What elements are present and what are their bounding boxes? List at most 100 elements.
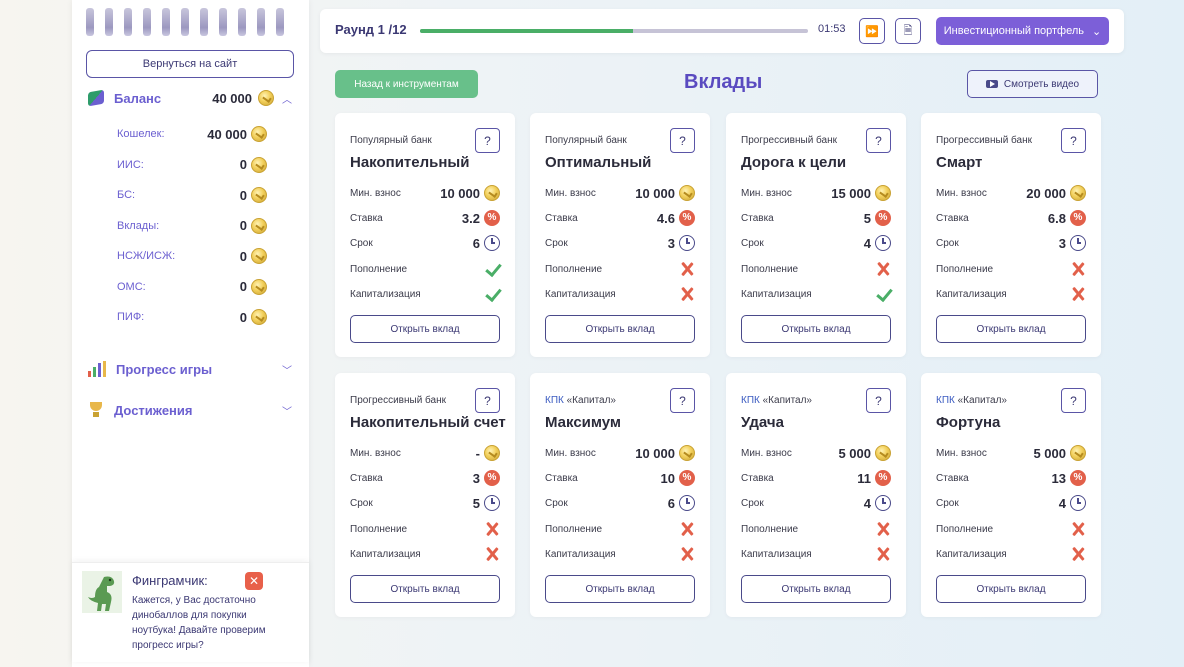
clock-icon	[875, 495, 891, 511]
cross-icon	[679, 521, 695, 537]
rate-label: Ставка	[350, 472, 383, 484]
help-button[interactable]: ?	[866, 388, 891, 413]
fast-forward-button[interactable]: ⏩	[859, 18, 885, 44]
capitalization-label: Капитализация	[545, 288, 616, 300]
balance-item-label: НСЖ/ИСЖ:	[117, 250, 176, 262]
open-deposit-button[interactable]: Открыть вклад	[350, 315, 500, 343]
help-button[interactable]: ?	[475, 128, 500, 153]
bank-name: КПК «Капитал»	[936, 395, 1007, 406]
game-topbar: Раунд 1 /12 01:53 ⏩ 🗎 Инвестиционный пор…	[320, 9, 1124, 53]
capitalization-row: Капитализация	[741, 284, 891, 304]
term-row: Срок 5	[350, 493, 500, 513]
open-deposit-button[interactable]: Открыть вклад	[741, 315, 891, 343]
replenishment-label: Пополнение	[545, 263, 603, 275]
balance-item-value: 0	[239, 248, 247, 264]
document-icon: 🗎	[903, 24, 913, 37]
open-deposit-button[interactable]: Открыть вклад	[545, 575, 695, 603]
cross-icon	[679, 261, 695, 277]
bank-prefix: КПК	[545, 395, 564, 406]
min-deposit-row: Мин. взнос 20 000	[936, 183, 1086, 203]
min-deposit-row: Мин. взнос 15 000	[741, 183, 891, 203]
document-button[interactable]: 🗎	[895, 18, 921, 44]
rate-row: Ставка 13%	[936, 468, 1086, 488]
open-deposit-button[interactable]: Открыть вклад	[741, 575, 891, 603]
replenishment-row: Пополнение	[741, 259, 891, 279]
capitalization-row: Капитализация	[545, 284, 695, 304]
bank-label: Популярный банк	[350, 135, 432, 146]
chart-bars-icon	[88, 361, 106, 377]
term-label: Срок	[350, 237, 373, 249]
cross-icon	[1070, 261, 1086, 277]
term-value: 4	[1058, 495, 1066, 511]
help-button[interactable]: ?	[475, 388, 500, 413]
bank-label: Популярный банк	[545, 135, 627, 146]
bank-name: Популярный банк	[350, 135, 432, 146]
replenishment-label: Пополнение	[936, 523, 994, 535]
open-deposit-button[interactable]: Открыть вклад	[936, 575, 1086, 603]
bank-name: Прогрессивный банк	[936, 135, 1032, 146]
cross-icon	[679, 286, 695, 302]
rate-value: 11	[857, 470, 871, 486]
back-to-tools-button[interactable]: Назад к инструментам	[335, 70, 478, 98]
deposit-name: Накопительный	[350, 154, 470, 171]
bank-label: «Капитал»	[563, 395, 616, 406]
replenishment-row: Пополнение	[741, 519, 891, 539]
capitalization-label: Капитализация	[545, 548, 616, 560]
term-value: 6	[667, 495, 675, 511]
min-deposit-row: Мин. взнос -	[350, 443, 500, 463]
replenishment-label: Пополнение	[350, 523, 408, 535]
rate-value: 13	[1051, 470, 1066, 486]
watch-video-button[interactable]: Смотреть видео	[967, 70, 1098, 98]
coin-icon	[251, 156, 267, 173]
clock-icon	[679, 495, 695, 511]
rate-row: Ставка 5%	[741, 208, 891, 228]
balance-item-label: ИИС:	[117, 158, 144, 171]
help-button[interactable]: ?	[670, 128, 695, 153]
min-deposit-value: 10 000	[635, 445, 675, 461]
replenishment-label: Пополнение	[741, 263, 799, 275]
clock-icon	[1070, 235, 1086, 251]
deposit-card: Популярный банк? Накопительный Мин. взнос 1…	[335, 113, 515, 357]
coin-icon	[679, 445, 695, 461]
rate-label: Ставка	[936, 212, 969, 224]
term-label: Срок	[350, 497, 373, 509]
check-icon	[875, 286, 891, 302]
open-deposit-button[interactable]: Открыть вклад	[936, 315, 1086, 343]
min-deposit-label: Мин. взнос	[741, 447, 792, 459]
help-button[interactable]: ?	[1061, 388, 1086, 413]
timer: 01:53	[818, 23, 846, 35]
balance-item: Кошелек: 40 000	[117, 124, 267, 144]
min-deposit-value: 5 000	[1033, 445, 1066, 461]
progress-toggle[interactable]: Прогресс игры ﹀	[88, 359, 292, 379]
open-deposit-button[interactable]: Открыть вклад	[545, 315, 695, 343]
deposit-name: Накопительный счет	[350, 414, 506, 431]
percent-icon: %	[679, 470, 695, 486]
balance-item-label: Вклады:	[117, 219, 160, 232]
capitalization-row: Капитализация	[936, 544, 1086, 564]
achievements-toggle[interactable]: Достижения ﹀	[88, 400, 292, 420]
chevron-down-icon[interactable]: ﹀	[282, 365, 292, 377]
open-deposit-button[interactable]: Открыть вклад	[350, 575, 500, 603]
coin-icon	[251, 309, 267, 325]
bank-name: Популярный банк	[545, 135, 627, 146]
balance-toggle[interactable]: Баланс 40 000 ︿	[88, 88, 292, 108]
term-row: Срок 4	[741, 233, 891, 253]
chevron-up-icon[interactable]: ︿	[282, 94, 292, 106]
min-deposit-label: Мин. взнос	[545, 447, 596, 459]
coin-icon	[484, 185, 500, 201]
back-to-site-button[interactable]: Вернуться на сайт	[86, 50, 294, 78]
help-button[interactable]: ?	[1061, 128, 1086, 153]
investment-portfolio-button[interactable]: Инвестиционный портфель ⌄	[936, 17, 1109, 45]
clock-icon	[679, 235, 695, 251]
percent-icon: %	[875, 210, 891, 226]
deposit-card: Популярный банк? Оптимальный Мин. взнос 10 …	[530, 113, 710, 357]
trophy-icon	[88, 402, 104, 418]
replenishment-row: Пополнение	[350, 519, 500, 539]
help-button[interactable]: ?	[866, 128, 891, 153]
chevron-down-icon[interactable]: ﹀	[282, 406, 292, 418]
cross-icon	[875, 546, 891, 562]
coin-icon	[251, 248, 267, 264]
help-button[interactable]: ?	[670, 388, 695, 413]
rate-label: Ставка	[545, 212, 578, 224]
close-icon[interactable]: ✕	[245, 572, 263, 590]
